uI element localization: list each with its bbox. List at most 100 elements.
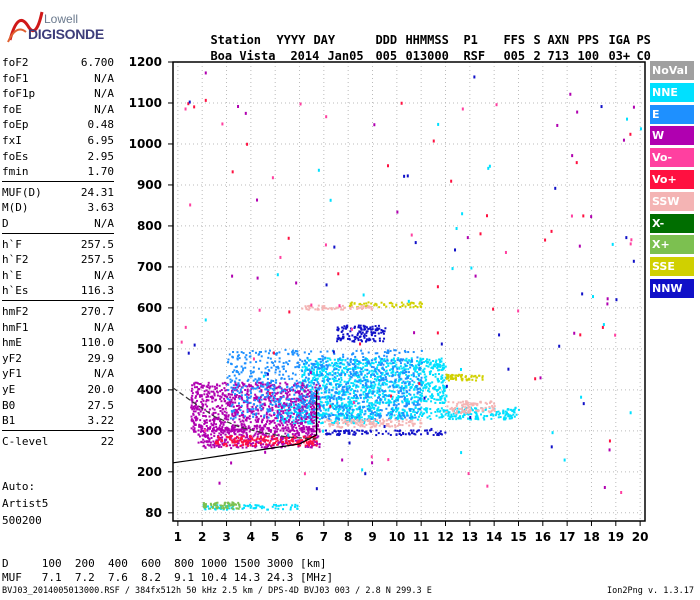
echo-point: [349, 330, 352, 333]
echo-point: [409, 302, 412, 305]
echo-point: [396, 418, 399, 421]
echo-point: [450, 413, 453, 416]
echo-point: [304, 369, 307, 372]
echo-point: [298, 390, 301, 393]
param-row: h`E N/A: [2, 268, 114, 284]
echo-point: [311, 408, 314, 411]
echo-point: [259, 432, 262, 435]
echo-point: [369, 412, 372, 415]
echo-point: [278, 370, 281, 373]
echo-point: [389, 301, 392, 304]
echo-point: [254, 413, 257, 416]
echo-point: [318, 430, 321, 433]
echo-point: [230, 398, 233, 401]
echo-point: [223, 417, 226, 420]
echo-point: [311, 373, 314, 376]
echo-point: [214, 399, 217, 402]
param-row: B1 3.22: [2, 413, 114, 429]
echo-point: [224, 415, 227, 418]
echo-point: [241, 369, 244, 372]
echo-point: [242, 367, 245, 370]
noise-point: [252, 357, 255, 361]
echo-point: [401, 395, 404, 398]
echo-point: [374, 414, 377, 417]
noise-point: [611, 242, 614, 246]
echo-point: [335, 368, 338, 371]
echo-point: [306, 433, 309, 436]
echo-point: [204, 434, 207, 437]
echo-point: [324, 429, 327, 432]
echo-point: [246, 396, 249, 399]
noise-point: [299, 102, 302, 106]
x-tick-label: 2: [198, 530, 206, 544]
echo-point: [390, 362, 393, 365]
echo-point: [436, 432, 439, 435]
echo-point: [321, 305, 324, 308]
echo-point: [253, 427, 256, 430]
echo-point: [274, 403, 277, 406]
echo-point: [308, 368, 311, 371]
echo-point: [409, 377, 412, 380]
echo-point: [356, 363, 359, 366]
echo-point: [308, 435, 311, 438]
echo-point: [458, 373, 461, 376]
echo-point: [471, 378, 474, 381]
echo-point: [219, 504, 222, 507]
echo-point: [345, 385, 348, 388]
echo-point: [416, 392, 419, 395]
echo-point: [248, 417, 251, 420]
echo-point: [338, 405, 341, 408]
echo-point: [403, 372, 406, 375]
echo-point: [378, 306, 381, 309]
echo-point: [401, 381, 404, 384]
echo-point: [370, 403, 373, 406]
echo-point: [335, 391, 338, 394]
echo-point: [378, 396, 381, 399]
echo-point: [362, 391, 365, 394]
echo-point: [404, 305, 407, 308]
echo-point: [349, 377, 352, 380]
echo-point: [260, 420, 263, 423]
echo-point: [426, 431, 429, 434]
echo-point: [284, 427, 287, 430]
echo-point: [344, 372, 347, 375]
echo-point: [360, 371, 363, 374]
echo-point: [378, 419, 381, 422]
echo-point: [388, 369, 391, 372]
echo-point: [451, 418, 454, 421]
echo-point: [256, 386, 259, 389]
echo-point: [443, 379, 446, 382]
echo-point: [344, 405, 347, 408]
echo-point: [211, 397, 214, 400]
echo-point: [468, 408, 471, 411]
echo-point: [286, 398, 289, 401]
echo-point: [368, 408, 371, 411]
echo-point: [335, 406, 338, 409]
echo-point: [385, 351, 388, 354]
echo-point: [248, 408, 251, 411]
echo-point: [238, 418, 241, 421]
echo-point: [454, 406, 457, 409]
param-value: N/A: [94, 71, 114, 85]
echo-point: [329, 433, 332, 436]
echo-point: [423, 408, 426, 411]
echo-point: [368, 337, 371, 340]
echo-point: [252, 415, 255, 418]
echo-point: [282, 395, 285, 398]
echo-point: [361, 429, 364, 432]
echo-point: [240, 351, 243, 354]
echo-point: [314, 411, 317, 414]
echo-point: [203, 422, 206, 425]
echo-point: [221, 392, 224, 395]
echo-point: [300, 401, 303, 404]
echo-point: [373, 390, 376, 393]
echo-point: [296, 352, 299, 355]
echo-point: [402, 432, 405, 435]
param-row: foE N/A: [2, 102, 114, 118]
echo-point: [266, 395, 269, 398]
echo-point: [421, 413, 424, 416]
echo-point: [210, 504, 213, 507]
echo-point: [321, 369, 324, 372]
echo-point: [351, 334, 354, 337]
echo-point: [213, 444, 216, 447]
